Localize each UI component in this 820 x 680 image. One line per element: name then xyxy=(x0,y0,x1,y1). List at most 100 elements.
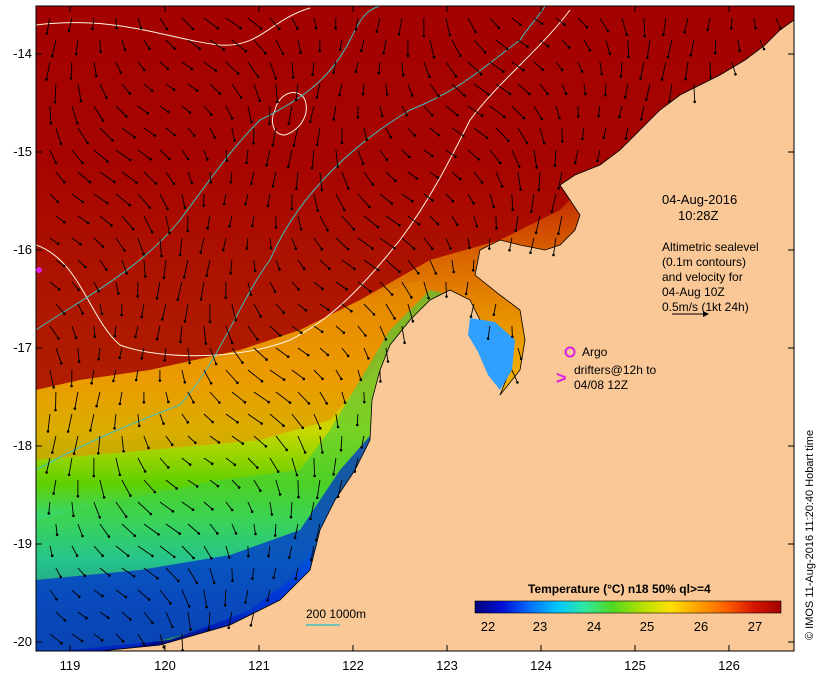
velocity-arrow xyxy=(429,215,439,225)
velocity-arrow-head xyxy=(377,71,381,75)
velocity-arrow-head xyxy=(214,362,218,366)
velocity-arrow xyxy=(275,83,278,102)
velocity-arrow xyxy=(49,281,60,290)
argo-symbol xyxy=(564,346,576,358)
velocity-arrow xyxy=(465,281,469,294)
velocity-arrow-head xyxy=(455,223,459,226)
velocity-arrow-head xyxy=(643,34,646,38)
velocity-arrow xyxy=(313,193,319,211)
velocity-arrow xyxy=(114,413,117,429)
velocity-arrow xyxy=(253,435,267,447)
velocity-arrow-head xyxy=(236,381,239,385)
velocity-arrow-head xyxy=(241,442,245,445)
velocity-arrow xyxy=(55,567,62,578)
velocity-arrow-head xyxy=(202,204,205,207)
velocity-arrow-head xyxy=(311,73,314,76)
velocity-arrow-head xyxy=(113,334,117,338)
velocity-arrow-head xyxy=(456,114,460,117)
velocity-arrow-head xyxy=(254,532,257,536)
velocity-arrow xyxy=(355,17,359,30)
lon-tick-label: 119 xyxy=(60,658,81,673)
velocity-arrow xyxy=(121,611,131,620)
velocity-arrow xyxy=(275,347,289,358)
velocity-arrow-head xyxy=(223,603,227,607)
velocity-arrow xyxy=(71,325,77,339)
velocity-arrow-head xyxy=(125,272,128,275)
velocity-arrow-head xyxy=(393,246,396,250)
velocity-arrow-head xyxy=(683,30,686,34)
velocity-arrow-head xyxy=(356,115,360,119)
velocity-arrow-head xyxy=(244,50,248,53)
velocity-arrow-head xyxy=(367,357,370,360)
velocity-arrow xyxy=(333,61,337,73)
orange-band xyxy=(36,280,440,460)
velocity-arrow-head xyxy=(316,496,319,500)
velocity-arrow xyxy=(115,457,121,475)
velocity-arrow-head xyxy=(417,272,420,275)
velocity-arrow-head xyxy=(541,68,544,71)
velocity-arrow xyxy=(291,17,298,29)
velocity-arrow-head xyxy=(454,75,458,78)
velocity-arrow-head xyxy=(528,92,531,96)
velocity-arrow xyxy=(309,105,315,122)
velocity-arrow-head xyxy=(574,161,577,165)
velocity-arrow-head xyxy=(286,165,290,169)
lat-tick-label: -17 xyxy=(13,340,32,355)
velocity-arrow-head xyxy=(110,224,113,227)
velocity-arrow xyxy=(55,303,65,314)
velocity-arrow-head xyxy=(754,26,757,30)
velocity-arrow xyxy=(135,325,139,337)
velocity-arrow xyxy=(583,39,591,51)
velocity-arrow-head xyxy=(234,532,238,535)
velocity-arrow xyxy=(335,281,347,290)
velocity-arrow xyxy=(354,457,359,472)
velocity-arrow-head xyxy=(62,264,66,268)
velocity-arrow xyxy=(187,127,195,136)
velocity-arrow-head xyxy=(51,54,54,58)
colorbar-tick: 24 xyxy=(587,619,601,634)
velocity-arrow xyxy=(231,391,246,403)
velocity-arrow-head xyxy=(256,75,260,79)
velocity-arrow-head xyxy=(142,401,146,404)
velocity-arrow-head xyxy=(161,318,164,321)
velocity-arrow xyxy=(473,171,483,183)
velocity-arrow-head xyxy=(186,229,189,233)
velocity-arrow-head xyxy=(153,490,157,494)
velocity-arrow xyxy=(339,83,343,96)
velocity-arrow xyxy=(49,149,57,164)
velocity-arrow-head xyxy=(272,576,276,580)
velocity-arrow-head xyxy=(511,335,514,339)
cold-water-band xyxy=(36,430,385,651)
velocity-arrow xyxy=(55,171,65,183)
velocity-arrow-head xyxy=(55,533,59,536)
velocity-arrow-head xyxy=(308,120,312,123)
velocity-arrow-head xyxy=(150,89,154,92)
velocity-arrow-head xyxy=(54,408,57,412)
velocity-arrow xyxy=(206,259,211,276)
velocity-arrow xyxy=(121,435,125,452)
velocity-arrow xyxy=(93,61,97,76)
velocity-arrow xyxy=(225,545,230,558)
velocity-arrow xyxy=(93,281,99,292)
velocity-arrow xyxy=(49,545,53,556)
velocity-arrow xyxy=(99,303,103,314)
velocity-arrow-head xyxy=(372,313,376,316)
velocity-arrow xyxy=(225,105,233,119)
velocity-arrow-head xyxy=(310,166,314,170)
velocity-arrow xyxy=(121,567,135,577)
velocity-arrow-head xyxy=(156,576,159,580)
velocity-arrow-head xyxy=(162,646,166,649)
velocity-arrow-head xyxy=(195,89,199,92)
velocity-arrow-head xyxy=(327,308,330,312)
velocity-arrow-head xyxy=(204,342,208,345)
velocity-arrow xyxy=(230,259,233,274)
velocity-arrow-head xyxy=(436,176,440,179)
velocity-arrow xyxy=(200,237,205,253)
velocity-arrow-head xyxy=(321,377,324,381)
velocity-arrow xyxy=(445,281,447,297)
velocity-arrow-head xyxy=(693,100,696,104)
velocity-arrow-head xyxy=(354,70,358,74)
velocity-arrow xyxy=(319,303,329,311)
velocity-arrow-head xyxy=(177,579,180,583)
velocity-arrow-head xyxy=(505,47,509,51)
